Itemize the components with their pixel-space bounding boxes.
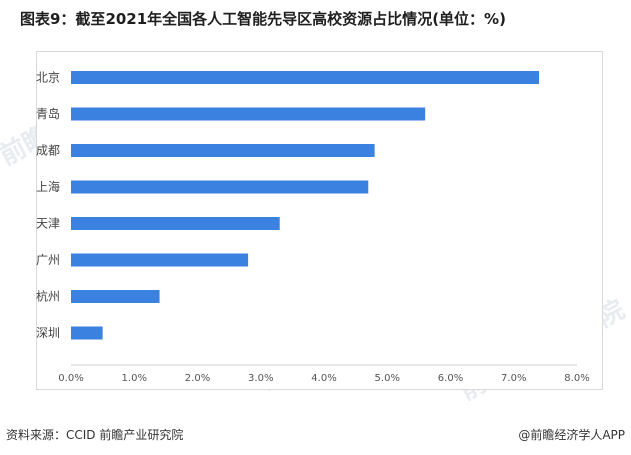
category-label: 北京 xyxy=(36,71,60,85)
brand-note: @前瞻经济学人APP xyxy=(518,428,625,442)
bar xyxy=(71,290,160,303)
bars xyxy=(71,71,540,340)
x-tick-label: 6.0% xyxy=(438,373,463,384)
category-label: 杭州 xyxy=(36,289,60,304)
bar xyxy=(71,144,375,157)
category-label: 天津 xyxy=(36,217,60,231)
chart-title: 图表9：截至2021年全国各人工智能先导区高校资源占比情况(单位：%) xyxy=(20,10,506,28)
x-tick-label: 8.0% xyxy=(564,373,589,384)
x-tick-label: 3.0% xyxy=(248,373,273,384)
x-tick-label: 1.0% xyxy=(122,373,147,384)
source-note: 资料来源：CCID 前瞻产业研究院 xyxy=(6,428,184,442)
bar xyxy=(71,217,280,230)
bar xyxy=(71,253,249,267)
x-tick-label: 2.0% xyxy=(185,373,210,384)
x-tick-label: 7.0% xyxy=(501,373,526,384)
bar xyxy=(71,107,426,121)
x-tick-label: 5.0% xyxy=(375,373,400,384)
category-label: 青岛 xyxy=(36,106,60,121)
x-tick-label: 0.0% xyxy=(58,373,83,384)
bar xyxy=(71,326,103,340)
category-label: 成都 xyxy=(36,144,60,158)
bar xyxy=(71,180,369,194)
category-label: 广州 xyxy=(36,253,60,267)
x-tick-labels: 0.0% 1.0% 2.0% 3.0% 4.0% 5.0% 6.0% 7.0% 8.0% xyxy=(58,373,589,384)
category-label: 深圳 xyxy=(36,326,60,340)
category-label: 上海 xyxy=(36,179,60,194)
bar xyxy=(71,71,540,84)
x-tick-label: 4.0% xyxy=(311,373,336,384)
